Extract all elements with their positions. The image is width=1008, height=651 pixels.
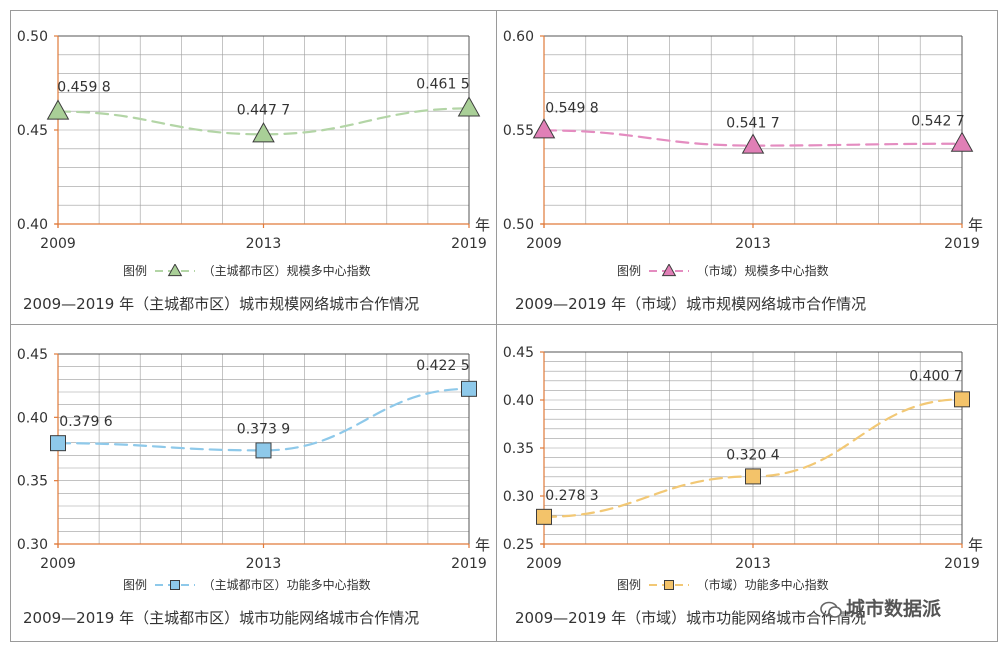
x-tick-label: 2009 [40, 556, 76, 572]
legend-3: 图例 （主城都市区）功能多中心指数 [123, 576, 371, 593]
data-label: 0.373 9 [237, 421, 290, 437]
x-tick-label: 2009 [526, 236, 562, 252]
data-label: 0.422 5 [416, 358, 469, 374]
x-tick-label: 2019 [944, 556, 980, 572]
data-label: 0.542 7 [911, 114, 964, 130]
legend-4: 图例 （市域）功能多中心指数 [617, 576, 829, 593]
data-point [461, 380, 477, 397]
legend-prefix: 图例 [123, 264, 148, 278]
legend-label-3: （主城都市区）功能多中心指数 [202, 578, 371, 592]
data-label: 0.379 6 [59, 414, 113, 430]
y-tick-label: 0.30 [17, 537, 48, 553]
x-tick-label: 2019 [451, 236, 487, 252]
legend-marker [169, 579, 180, 590]
y-tick-label: 0.25 [503, 537, 534, 553]
x-tick-label: 2009 [40, 236, 76, 252]
y-tick-label: 0.45 [17, 347, 48, 363]
legend-1: 图例 （主城都市区）规模多中心指数 [123, 262, 371, 279]
legend-marker [663, 579, 674, 590]
legend-label-2: （市域）规模多中心指数 [696, 264, 829, 278]
data-label: 0.461 5 [416, 76, 469, 92]
y-tick-label: 0.35 [17, 474, 48, 490]
chart-caption-3: 2009—2019 年（主城都市区）城市功能网络城市合作情况 [23, 609, 420, 627]
legend-key-4 [648, 579, 689, 590]
series-line [56, 387, 471, 452]
x-tick-label: 2019 [451, 556, 487, 572]
y-tick-label: 0.45 [17, 123, 48, 139]
legend-label-4: （市域）功能多中心指数 [696, 578, 829, 592]
data-label: 0.459 8 [57, 80, 110, 96]
legend-label-1: （主城都市区）规模多中心指数 [202, 264, 371, 278]
legend-marker [661, 262, 677, 276]
y-tick-label: 0.40 [503, 393, 534, 409]
data-point [745, 468, 761, 485]
x-tick-label: 2013 [735, 236, 771, 252]
x-tick-label: 2013 [246, 236, 282, 252]
data-point [532, 118, 556, 139]
x-axis-unit: 年 [968, 216, 983, 234]
chart-svg-3: 0.30 0.35 0.40 0.45 2009 2013 2019 年 0.379 6 0.37… [17, 347, 490, 572]
data-label: 0.541 7 [726, 116, 779, 132]
x-tick-label: 2019 [944, 236, 980, 252]
series-line [56, 107, 471, 136]
y-tick-label: 0.50 [17, 29, 48, 45]
chart-caption-1: 2009—2019 年（主城都市区）城市规模网络城市合作情况 [23, 295, 420, 313]
legend-key-2 [648, 262, 689, 276]
data-label: 0.278 3 [545, 488, 598, 504]
data-label: 0.400 7 [909, 368, 962, 384]
data-point [536, 508, 552, 525]
y-tick-label: 0.30 [503, 489, 534, 505]
x-tick-label: 2009 [526, 556, 562, 572]
y-tick-label: 0.35 [503, 441, 534, 457]
x-axis-unit: 年 [475, 216, 490, 234]
chart-svg-2: 0.50 0.55 0.60 2009 2013 2019 年 0.549 8 0.541 7 0… [503, 29, 983, 252]
data-label: 0.447 7 [237, 102, 290, 118]
legend-prefix: 图例 [617, 264, 642, 278]
y-tick-label: 0.55 [503, 123, 534, 139]
chart-panel-2: 0.50 0.55 0.60 2009 2013 2019 年 0.549 8 0.541 7 0… [496, 10, 998, 325]
data-point [252, 122, 275, 143]
data-label: 0.320 4 [726, 447, 780, 463]
watermark-text: 城市数据派 [846, 598, 942, 620]
chart-svg-4: 0.25 0.30 0.35 0.40 0.45 2009 2013 2019 年 0.278 3… [503, 345, 983, 572]
legend-key-3 [154, 579, 195, 590]
legend-prefix: 图例 [123, 578, 148, 592]
legend-marker [167, 262, 183, 276]
y-tick-label: 0.45 [503, 345, 534, 361]
chart-svg-1: 0.40 0.45 0.50 2009 2013 2019 年 0.459 8 0.447 7 0… [17, 29, 490, 252]
chart-panel-4: 0.25 0.30 0.35 0.40 0.45 2009 2013 2019 年 0.278 3… [496, 324, 998, 642]
data-label: 0.549 8 [545, 100, 598, 116]
data-point [255, 442, 272, 459]
chart-caption-2: 2009—2019 年（市域）城市规模网络城市合作情况 [515, 295, 867, 313]
legend-key-1 [154, 262, 195, 276]
y-tick-label: 0.60 [503, 29, 534, 45]
legend-2: 图例 （市域）规模多中心指数 [617, 262, 829, 279]
x-tick-label: 2013 [735, 556, 771, 572]
x-axis-unit: 年 [968, 536, 983, 554]
chart-panel-3: 0.30 0.35 0.40 0.45 2009 2013 2019 年 0.379 6 0.37… [10, 324, 497, 642]
watermark: 城市数据派 [820, 594, 941, 621]
data-point [954, 391, 970, 408]
x-tick-label: 2013 [246, 556, 282, 572]
data-point [46, 99, 70, 120]
y-tick-label: 0.50 [503, 217, 534, 233]
legend-prefix: 图例 [617, 578, 642, 592]
data-point [741, 133, 765, 154]
data-point [457, 96, 481, 117]
chart-caption-4: 2009—2019 年（市域）城市功能网络城市合作情况 [515, 609, 867, 627]
data-point [950, 131, 974, 152]
chart-panel-1: 0.40 0.45 0.50 2009 2013 2019 年 0.459 8 0.447 7 0… [10, 10, 497, 325]
data-point [50, 435, 66, 452]
wechat-icon [820, 601, 842, 618]
x-axis-unit: 年 [475, 536, 490, 554]
y-tick-label: 0.40 [17, 410, 48, 426]
y-tick-label: 0.40 [17, 217, 48, 233]
